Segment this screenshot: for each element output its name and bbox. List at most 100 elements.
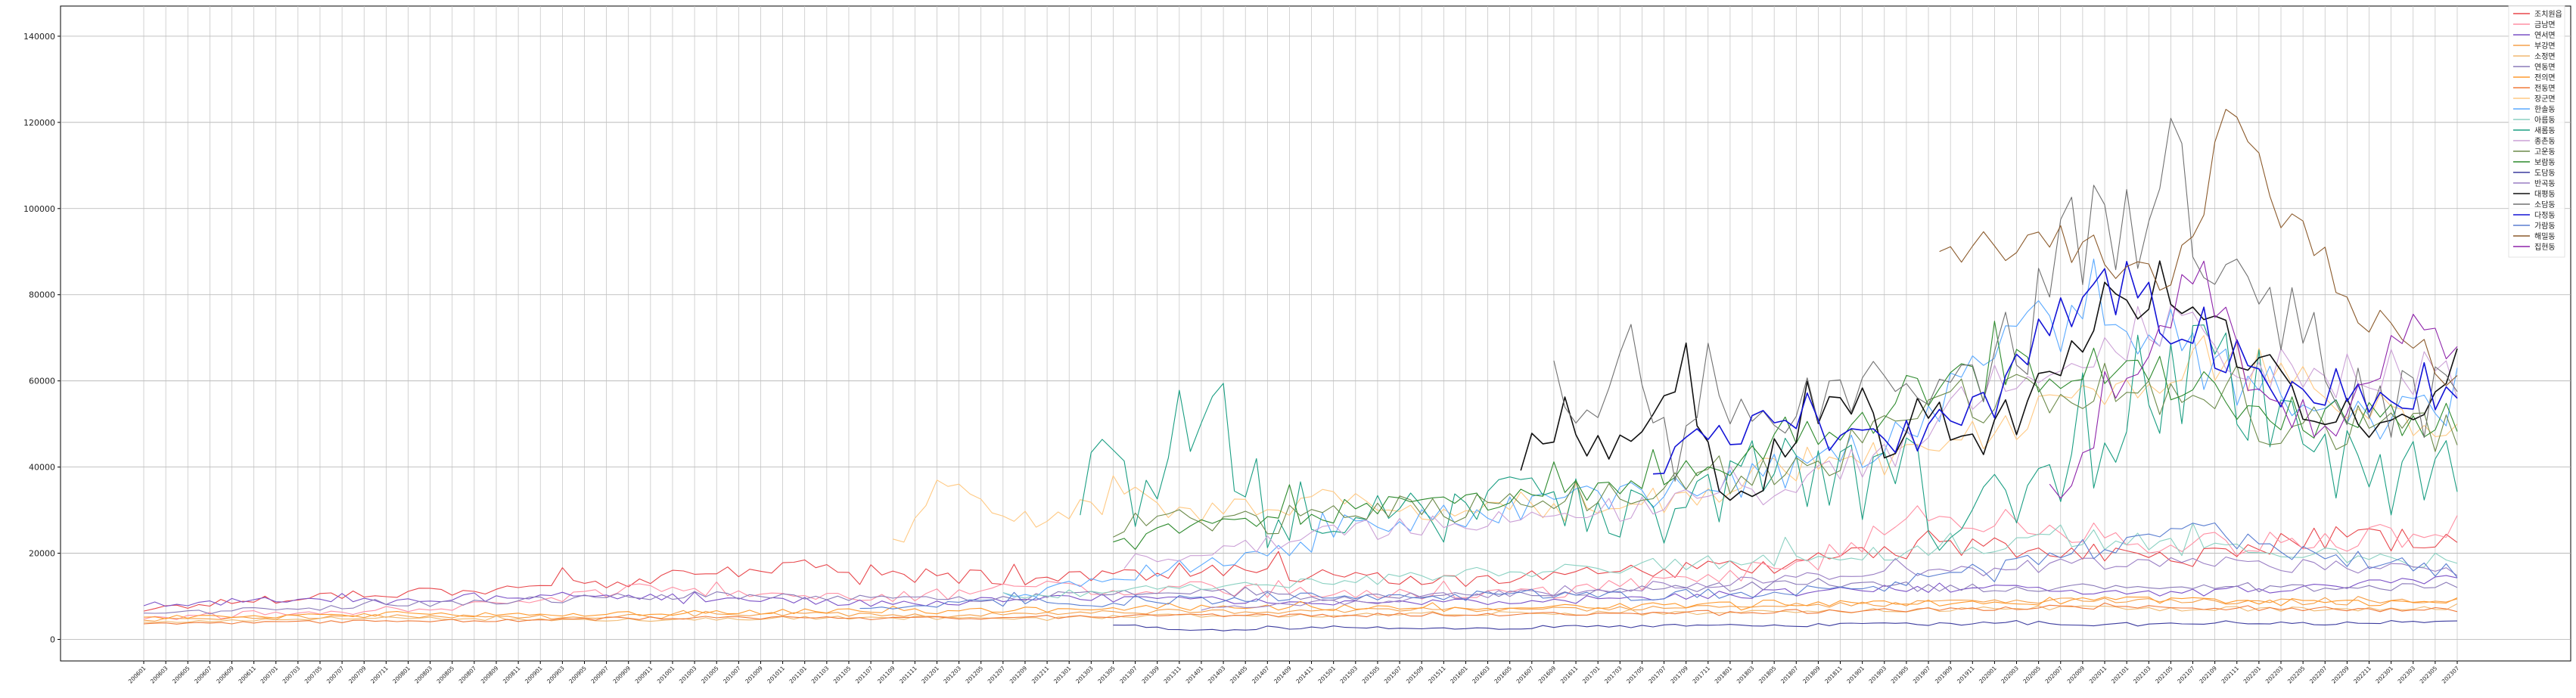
x-tick-label: 201001 [656,665,676,685]
series-line-14 [1113,362,2458,538]
legend-entry: 해밀동 [2534,231,2556,241]
x-tick-label: 201007 [722,665,742,685]
x-tick-label: 201201 [920,665,940,685]
x-tick-label: 201303 [1074,665,1095,685]
x-tick-label: 201605 [1493,665,1513,685]
series-lines [143,109,2458,631]
grid-lines [61,6,2571,661]
series-line-17 [1201,556,2458,611]
x-tick-label: 201609 [1537,665,1558,685]
x-tick-label: 201401 [1185,665,1205,685]
legend: 조치원읍금남면연서면부강면소정면연동면전의면전동면장군면한솔동아름동새롬동종촌동… [2508,5,2565,258]
x-tick-label: 201901 [1845,665,1866,685]
x-tick-label: 201905 [1890,665,1910,685]
x-tick-label: 201509 [1405,665,1425,685]
x-tick-label: 201907 [1912,665,1932,685]
y-tick-label: 80000 [29,290,55,300]
series-line-11 [1002,523,2458,599]
x-tick-label: 200609 [215,665,235,685]
legend-entry: 아름동 [2534,116,2556,125]
x-tick-label: 201607 [1515,665,1536,685]
x-tick-label: 200909 [612,665,632,685]
plot-area [60,5,2571,662]
x-tick-label: 202101 [2110,665,2130,685]
x-tick-label: 200705 [303,665,324,685]
legend-entry: 조치원읍 [2534,10,2562,19]
x-tick-label: 200805 [436,665,456,685]
x-tick-label: 201805 [1757,665,1778,685]
x-tick-label: 201809 [1801,665,1822,685]
legend-entry: 집현동 [2534,243,2556,252]
x-tick-label: 202201 [2242,665,2263,685]
x-tick-label: 201105 [832,665,853,685]
x-tick-label: 201101 [788,665,809,685]
x-tick-label: 201205 [965,665,985,685]
legend-entry: 도담동 [2534,169,2556,178]
x-tick-label: 201505 [1361,665,1381,685]
x-tick-label: 202009 [2066,665,2087,685]
series-line-4 [143,596,2458,622]
legend-entry: 연서면 [2534,31,2556,40]
x-tick-label: 201803 [1735,665,1756,685]
legend-entry: 다정동 [2534,211,2556,220]
x-tick-label: 202007 [2044,665,2065,685]
x-tick-label: 201909 [1934,665,1954,685]
series-line-2 [143,505,2458,620]
x-tick-label: 202307 [2441,665,2461,685]
x-tick-label: 200803 [413,665,433,685]
series-line-8 [143,602,2458,625]
y-tick-label: 100000 [23,204,55,214]
legend-entry: 종촌동 [2534,137,2556,146]
x-tick-label: 202205 [2286,665,2307,685]
series-line-22 [1939,109,2458,386]
legend-entry: 새롬동 [2534,126,2556,135]
x-tick-label: 200801 [391,665,412,685]
x-tick-label: 201503 [1339,665,1359,685]
x-tick-label: 201705 [1625,665,1645,685]
x-tick-label: 201801 [1714,665,1734,685]
series-line-21 [859,522,2458,610]
legend-entry: 소담동 [2534,200,2556,209]
x-tick-label: 201109 [876,665,896,685]
series-line-20 [1652,260,2458,475]
legend-entry: 금남면 [2534,20,2556,29]
x-tick-label: 200709 [347,665,368,685]
x-tick-label: 201601 [1449,665,1469,685]
x-tick-label: 202305 [2419,665,2439,685]
x-tick-label: 202209 [2330,665,2351,685]
x-tick-label: 201203 [942,665,962,685]
x-tick-label: 201611 [1559,665,1580,685]
legend-entry: 연동면 [2534,63,2556,72]
series-line-19 [1553,117,2458,482]
x-tick-label: 202005 [2021,665,2042,685]
legend-entry: 부강면 [2534,42,2556,51]
x-tick-label: 201511 [1427,665,1447,685]
x-tick-label: 202011 [2088,665,2108,685]
x-tick-label: 200605 [171,665,191,685]
x-tick-label: 201307 [1118,665,1139,685]
x-tick-label: 201111 [898,665,918,685]
x-tick-label: 201305 [1096,665,1117,685]
x-tick-label: 201301 [1052,665,1073,685]
y-axis: 0 20000 40000 60000 80000 100000 120000 140000 [23,32,61,645]
y-tick-label: 0 [50,635,55,645]
x-tick-label: 202107 [2176,665,2196,685]
y-tick-label: 60000 [29,377,55,386]
series-line-1 [143,526,2458,612]
legend-entry: 고운동 [2534,147,2556,157]
legend-entry: 보람동 [2534,157,2556,167]
x-tick-label: 200903 [545,665,566,685]
x-tick-label: 201009 [744,665,764,685]
series-line-6 [143,578,2458,615]
y-tick-label: 120000 [23,118,55,128]
x-tick-label: 202207 [2308,665,2329,685]
x-tick-label: 201603 [1471,665,1491,685]
x-tick-label: 201407 [1251,665,1271,685]
x-tick-label: 201405 [1229,665,1249,685]
x-tick-label: 200811 [502,665,522,685]
x-tick-label: 201209 [1008,665,1029,685]
x-tick-label: 202303 [2397,665,2417,685]
x-tick-label: 201011 [766,665,786,685]
x-tick-label: 200701 [259,665,280,685]
